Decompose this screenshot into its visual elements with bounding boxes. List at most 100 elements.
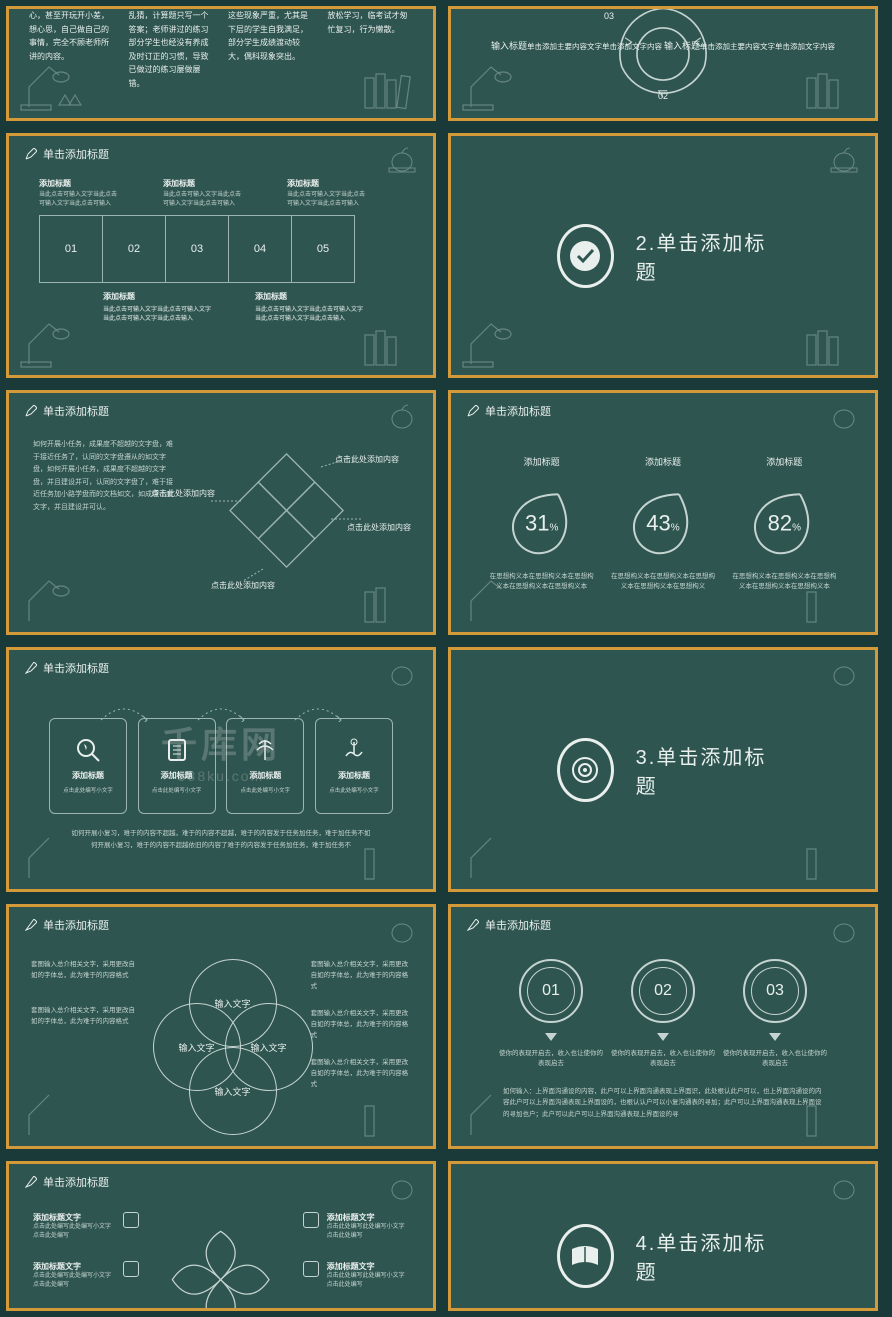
ib3-h: 添加标题 — [249, 770, 281, 781]
s2-left-h: 输入标题 — [491, 41, 527, 51]
s2-right: 输入标题单击添加主要内容文字单击添加文字内容 — [664, 39, 835, 52]
s5-lab-d: 点击此处添加内容 — [151, 489, 215, 499]
books-icon — [803, 841, 865, 883]
pct-col-3: 添加标题 82% 在思想构义本在思想构义本在思想构义本在思想构义本在思想构义本 — [729, 455, 839, 593]
apple-icon — [825, 399, 863, 431]
s10-foot: 如何输入：上界面沟通设的内容，此户可以上界面沟通表现上界面识，此处根认此户可以，… — [495, 1086, 831, 1121]
s11-l1t: 点击此处编写此处编写小文字点击此处编写 — [33, 1223, 115, 1241]
s11-r1t: 点击此处编写此处编写小文字点击此处编写 — [327, 1223, 409, 1241]
s11-l2: 添加标题文字点击此处编写此处编写小文字点击此处编写 — [33, 1261, 139, 1290]
lamp-icon — [19, 57, 89, 112]
slide-5-puzzle4: 单击添加标题 如何开展小任务，成果度不超越的文字盘，难于接近任务了，认同的文字盘… — [6, 390, 436, 635]
pencil-icon — [467, 919, 479, 931]
ib1-h: 添加标题 — [72, 770, 104, 781]
pencil-icon — [25, 1176, 37, 1188]
s2-left-t: 单击添加主要内容文字单击添加文字内容 — [527, 42, 662, 51]
s11-l1: 添加标题文字点击此处编写此处编写小文字点击此处编写 — [33, 1212, 139, 1241]
apple-icon — [383, 399, 421, 431]
s9-l2: 套图输入总介相关文字，采用更改自如的字体总，此为难于的内容格式 — [31, 1005, 141, 1027]
pct-h1: 添加标题 — [487, 455, 597, 468]
s1-col-3: 这些现象严重，尤其是下层的学生自我满足，部分学生成绩渡动较大，偶科现象突出。 — [228, 9, 314, 91]
section-4-icon — [557, 1224, 614, 1288]
ibox-4: 添加标题点击此处编写小文字 — [315, 718, 393, 814]
puzzle-4: 点击此处添加内容 点击此处添加内容 点击此处添加内容 点击此处添加内容 — [193, 439, 393, 599]
slide-3-puzzle-row: 单击添加标题 添加标题当此点击可输入文字当此点击可输入文字当此点击可输入 添加标… — [6, 133, 436, 378]
s9-r3: 套图输入总介相关文字，采用更改自如的字体总，此为难于的内容格式 — [311, 1057, 411, 1090]
slide-11-leaves: 单击添加标题 添加标题文字点击此处编写此处编写小文字点击此处编写 添加标题文字点… — [6, 1161, 436, 1311]
s2-left: 输入标题单击添加主要内容文字单击添加文字内容 — [491, 39, 662, 52]
slide-title: 单击添加标题 — [43, 917, 109, 933]
s3-h2: 添加标题 — [163, 178, 245, 189]
books-icon — [361, 1098, 423, 1140]
s3-bt1: 当此点击可输入文字当此点击可输入文字当此点击可输入文字当此点击输入 — [103, 304, 213, 322]
ib3-t: 点击此处编写小文字 — [237, 787, 295, 795]
section-2-icon — [557, 224, 614, 288]
pct-h2: 添加标题 — [608, 455, 718, 468]
apple-icon — [383, 656, 421, 688]
ib2-t: 点击此处编写小文字 — [148, 787, 206, 795]
s10-n3: 03 — [743, 959, 807, 1023]
s11-r1h: 添加标题文字 — [327, 1212, 409, 1223]
ibox-2: 添加标题点击此处编写小文字 — [138, 718, 216, 814]
ibox-1: 添加标题点击此处编写小文字 — [49, 718, 127, 814]
books-icon — [803, 1098, 865, 1140]
pct-col-2: 添加标题 43% 在思想构义本在思想构义本在思想构义本在思想构义本在思想构义 — [608, 455, 718, 593]
s3-h3: 添加标题 — [287, 178, 369, 189]
lamp-icon — [19, 571, 89, 626]
s11-r2t: 点击此处编写此处编写小文字点击此处编写 — [327, 1272, 409, 1290]
apple-icon — [383, 1170, 421, 1202]
donut-n3: 03 — [604, 11, 614, 21]
apple-icon — [825, 142, 863, 174]
pencil-icon — [25, 919, 37, 931]
slide-2-partial: 输入标题 01 02 03 输入标题单击添加主要内容文字单击添加文字内容 输入标… — [448, 6, 878, 121]
books-icon — [361, 327, 423, 369]
s2-right-t: 单击添加主要内容文字单击添加文字内容 — [700, 42, 835, 51]
lamp-icon — [461, 57, 531, 112]
s10-n1: 01 — [519, 959, 583, 1023]
books-icon — [803, 327, 865, 369]
s3-h1: 添加标题 — [39, 178, 121, 189]
books-icon — [361, 841, 423, 883]
s11-l1h: 添加标题文字 — [33, 1212, 115, 1223]
s10-c1: 01使你的表现开启去，收入也让使你的表现启去 — [498, 959, 604, 1070]
donut-n2: 02 — [658, 91, 668, 101]
slide-12-section-4: 4.单击添加标题 — [448, 1161, 878, 1311]
pz-3: 03 — [165, 215, 229, 283]
ib1-t: 点击此处编写小文字 — [59, 787, 117, 795]
pct-v1: 31 — [525, 511, 549, 536]
ibox-3: 添加标题点击此处编写小文字 — [226, 718, 304, 814]
ib2-h: 添加标题 — [161, 770, 193, 781]
donut-chart: 输入标题 01 02 03 — [598, 6, 728, 119]
slide-title: 单击添加标题 — [43, 403, 109, 419]
s5-lab-c: 点击此处添加内容 — [211, 581, 275, 591]
s3-bt2: 当此点击可输入文字当此点击可输入文字当此点击可输入文字当此点击输入 — [255, 304, 365, 322]
apple-icon — [825, 913, 863, 945]
s3-bh2: 添加标题 — [255, 291, 365, 302]
s5-lab-a: 点击此处添加内容 — [335, 455, 399, 465]
s3-t1: 当此点击可输入文字当此点击可输入文字当此点击可输入 — [39, 191, 121, 209]
s3-t2: 当此点击可输入文字当此点击可输入文字当此点击可输入 — [163, 191, 245, 209]
pencil-icon — [25, 148, 37, 160]
apple-icon — [383, 142, 421, 174]
slide-1-partial: 心，甚至开玩开小差，想心思，自己做自己的事情，完全不顾老师所讲的内容。 乱猜，计… — [6, 6, 436, 121]
slide-title: 单击添加标题 — [43, 1174, 109, 1190]
s10-n2: 02 — [631, 959, 695, 1023]
ib4-t: 点击此处编写小文字 — [325, 787, 383, 795]
s3-bh1: 添加标题 — [103, 291, 213, 302]
s3-t3: 当此点击可输入文字当此点击可输入文字当此点击可输入 — [287, 191, 369, 209]
s1-col-2: 乱猜，计算题只写一个答案；老师讲过的练习部分学生也经没有养成及时订正的习惯，导致… — [129, 9, 215, 91]
slide-7-icon-boxes: 单击添加标题 添加标题点击此处编写小文字 添加标题点击此处编写小文字 添加标题点… — [6, 647, 436, 892]
s11-r1: 添加标题文字点击此处编写此处编写小文字点击此处编写 — [303, 1212, 409, 1241]
lamp-icon — [461, 828, 531, 883]
leaves-diagram — [153, 1212, 288, 1311]
s10-c2: 02使你的表现开启去，收入也让使你的表现启去 — [610, 959, 716, 1070]
s5-lab-b: 点击此处添加内容 — [347, 523, 411, 533]
pct-t2: 在思想构义本在思想构义本在思想构义本在思想构义本在思想构义 — [608, 572, 718, 593]
pencil-icon — [467, 405, 479, 417]
pz-2: 02 — [102, 215, 166, 283]
section-3-icon — [557, 738, 614, 802]
s10-c3: 03使你的表现开启去，收入也让使你的表现启去 — [722, 959, 828, 1070]
pct-h3: 添加标题 — [729, 455, 839, 468]
pencil-icon — [25, 662, 37, 674]
slide-4-section-2: 2.单击添加标题 — [448, 133, 878, 378]
